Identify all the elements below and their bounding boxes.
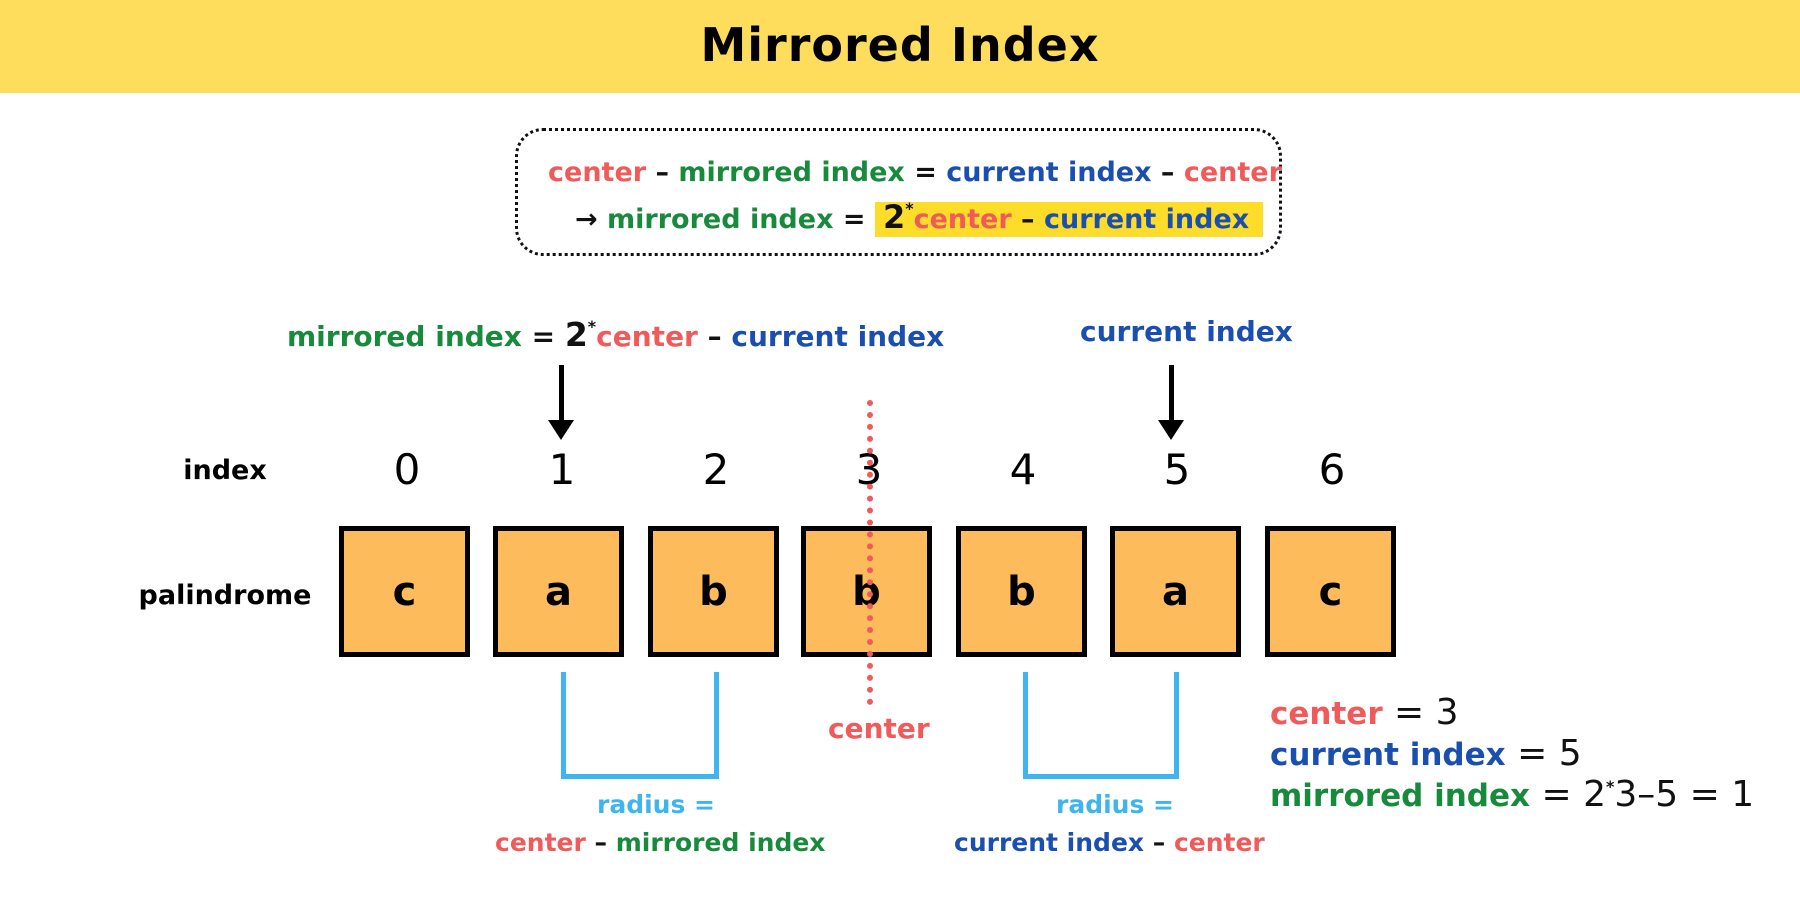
mirrored-value-a: = 2 [1530,774,1606,815]
formula-line-1: center – mirrored index = current index … [548,157,1282,188]
formula-highlight: 2*center – current index [874,198,1264,237]
center-term: center [1270,696,1383,732]
formula-minus: – [1011,204,1044,235]
formula-line-2: → mirrored index = 2*center – current in… [575,198,1264,237]
mirrored-index-label: mirrored index = 2*center – current inde… [287,315,944,354]
summary-current: current index = 5 [1270,733,1582,774]
formula-center-term: center [913,204,1012,235]
center-term: center [495,828,586,857]
current-value: = 5 [1505,733,1582,774]
minus-sign: – [585,828,616,857]
formula-current-term: current index [1043,204,1250,235]
formula-minus: – [1151,157,1184,188]
left-radius-bracket [561,672,719,779]
equals-sign: = [521,320,565,353]
page-title: Mirrored Index [700,18,1100,72]
title-banner [0,0,1800,93]
formula-minus: – [646,157,679,188]
palindrome-cell-1: a [493,526,624,657]
mirrored-term: mirrored index [615,828,826,857]
current-index-label: current index [1080,315,1293,348]
palindrome-cell-4: b [956,526,1087,657]
left-radius-label: radius = [597,790,715,819]
palindrome-cell-0: c [339,526,470,657]
current-term: current index [1270,737,1506,773]
index-2: 2 [702,445,730,494]
summary-center: center = 3 [1270,692,1459,733]
center-value: = 3 [1382,692,1459,733]
right-radius-label: radius = [1056,790,1174,819]
index-0: 0 [393,445,421,494]
star-sign: * [1605,777,1615,796]
right-radius-bracket [1023,672,1179,779]
minus-sign: – [1144,828,1174,857]
mirrored-term: mirrored index [287,320,522,353]
arrow-right-icon: → [575,204,608,235]
right-radius-formula: current index – center [954,828,1265,857]
mirrored-term: mirrored index [1270,778,1531,814]
star-sign: * [587,317,597,336]
current-term: current index [731,320,945,353]
formula-box [515,128,1282,256]
index-1: 1 [548,445,576,494]
palindrome-cell-3: b [801,526,932,657]
summary-mirrored: mirrored index = 2*3–5 = 1 [1270,774,1754,815]
center-term: center [1173,828,1265,857]
current-term: current index [954,828,1145,857]
current-arrow-shaft [1169,365,1174,422]
two-digit: 2 [564,315,588,354]
formula-equals: = [904,157,947,188]
center-label: center [828,712,930,745]
index-5: 5 [1163,445,1191,494]
mirrored-arrow-shaft [559,365,564,422]
palindrome-cell-5: a [1110,526,1241,657]
formula-center-term: center [548,157,647,188]
palindrome-row-label: palindrome [138,580,312,611]
formula-current-term: current index [946,157,1152,188]
formula-star: * [905,199,914,218]
arrow-down-icon [548,420,574,440]
index-6: 6 [1318,445,1346,494]
formula-center-term: center [1183,157,1282,188]
index-4: 4 [1009,445,1037,494]
left-radius-formula: center – mirrored index [495,828,825,857]
formula-two: 2 [882,198,906,236]
minus-sign: – [697,320,732,353]
formula-equals: = [833,204,875,235]
center-divider-line [867,400,873,705]
arrow-down-icon [1158,420,1184,440]
formula-mirrored-term: mirrored index [607,204,834,235]
center-term: center [596,320,698,353]
mirrored-value-b: 3–5 = 1 [1614,774,1755,815]
formula-mirrored-term: mirrored index [678,157,905,188]
palindrome-cell-2: b [648,526,779,657]
palindrome-cell-6: c [1265,526,1396,657]
index-row-label: index [183,455,267,486]
